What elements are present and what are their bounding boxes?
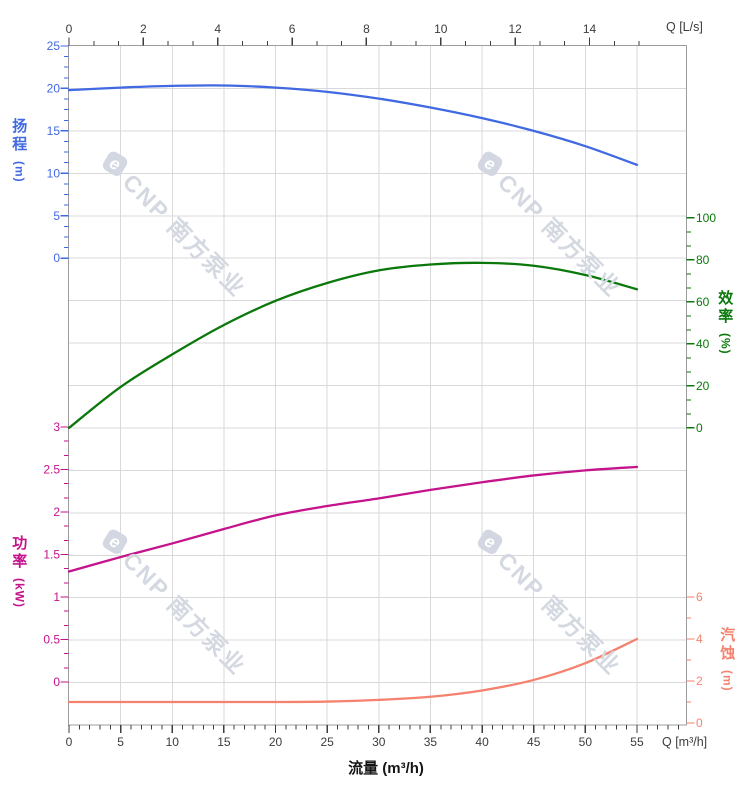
npsh-axis-unit: (m) [720, 670, 735, 692]
npsh-curve [67, 637, 639, 704]
bottom-axis-tick-label: 0 [66, 735, 73, 749]
efficiency-axis-unit: (%) [718, 333, 733, 355]
npsh-axis-title: 汽蚀 (m) [718, 627, 735, 692]
npsh-axis-tick-label: 4 [696, 632, 703, 646]
head-axis-tick-label: 5 [53, 209, 60, 223]
bottom-axis-unit-label: Q [m³/h] [662, 735, 708, 749]
efficiency-axis-title: 效率 (%) [716, 290, 733, 355]
bottom-axis-tick-label: 15 [217, 735, 231, 749]
bottom-axis-tick-label: 25 [320, 735, 334, 749]
head-axis-tick-label: 0 [53, 251, 60, 265]
bottom-axis-tick-label: 5 [117, 735, 124, 749]
bottom-axis-tick-label: 20 [269, 735, 283, 749]
head-curve [67, 84, 639, 166]
bottom-axis-tick-label: 45 [527, 735, 541, 749]
bottom-axis-tick-label: 30 [372, 735, 386, 749]
efficiency-axis-tick-label: 0 [696, 421, 703, 435]
power-curve [67, 465, 639, 573]
bottom-axis-tick-label: 10 [166, 735, 180, 749]
npsh-axis-tick-label: 6 [696, 590, 703, 604]
power-axis-tick-label: 1.5 [43, 548, 60, 562]
head-axis-tick-label: 15 [47, 124, 61, 138]
head-axis-tick-label: 25 [47, 39, 61, 53]
head-axis-tick-label: 20 [47, 81, 61, 95]
power-axis-tick-label: 1 [53, 590, 60, 604]
top-axis-tick-label: 4 [214, 22, 221, 36]
bottom-axis-tick-label: 35 [424, 735, 438, 749]
efficiency-curve [67, 261, 639, 430]
top-axis-tick-label: 12 [508, 22, 522, 36]
efficiency-axis-tick-label: 40 [696, 337, 710, 351]
head-axis-tick-label: 10 [47, 166, 61, 180]
power-axis-tick-label: 3 [53, 420, 60, 434]
power-axis-unit: (kW) [12, 578, 27, 608]
head-axis-unit: (m) [12, 161, 27, 183]
power-axis-tick-label: 0.5 [43, 633, 60, 647]
efficiency-axis-tick-label: 20 [696, 379, 710, 393]
npsh-axis-tick-label: 2 [696, 674, 703, 688]
npsh-axis-title-text: 汽蚀 [718, 627, 736, 663]
efficiency-axis-tick-label: 100 [696, 211, 716, 225]
bottom-axis-title: 流量 (m³/h) [348, 760, 424, 777]
top-axis-tick-label: 8 [363, 22, 370, 36]
top-axis-tick-label: 10 [434, 22, 448, 36]
power-axis-tick-label: 2 [53, 505, 60, 519]
head-axis-title-text: 扬程 [10, 118, 28, 154]
efficiency-axis-tick-label: 80 [696, 253, 710, 267]
top-axis-tick-label: 0 [66, 22, 73, 36]
top-axis-unit-label: Q [L/s] [666, 20, 703, 34]
head-axis-title: 扬程 (m) [10, 118, 27, 183]
top-axis-tick-label: 6 [289, 22, 296, 36]
top-axis-tick-label: 14 [583, 22, 597, 36]
efficiency-axis-tick-label: 60 [696, 295, 710, 309]
npsh-axis-tick-label: 0 [696, 716, 703, 730]
top-axis-tick-label: 2 [140, 22, 147, 36]
power-axis-tick-label: 0 [53, 675, 60, 689]
bottom-axis-tick-label: 50 [579, 735, 593, 749]
bottom-axis-tick-label: 55 [630, 735, 644, 749]
power-axis-title-text: 功率 [10, 535, 28, 571]
bottom-axis-tick-label: 40 [475, 735, 489, 749]
power-axis-title: 功率 (kW) [10, 535, 27, 608]
power-axis-tick-label: 2.5 [43, 463, 60, 477]
efficiency-axis-title-text: 效率 [716, 290, 734, 326]
